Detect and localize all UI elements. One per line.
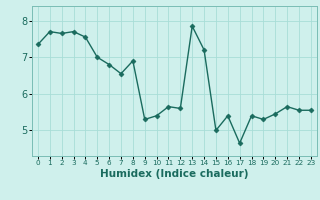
X-axis label: Humidex (Indice chaleur): Humidex (Indice chaleur): [100, 169, 249, 179]
